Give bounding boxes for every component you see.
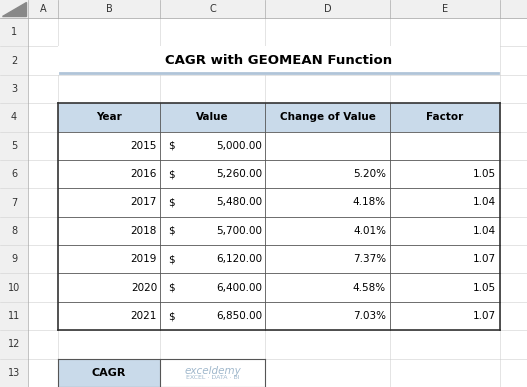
Text: 2018: 2018 <box>131 226 157 236</box>
Text: 2020: 2020 <box>131 283 157 293</box>
Text: Value: Value <box>196 112 229 122</box>
Text: $: $ <box>168 283 174 293</box>
Text: 12: 12 <box>8 339 20 349</box>
Text: exceldemy: exceldemy <box>184 366 241 376</box>
Text: C: C <box>209 4 216 14</box>
Text: 3: 3 <box>11 84 17 94</box>
Text: 6,400.00: 6,400.00 <box>216 283 262 293</box>
Text: 4.58%: 4.58% <box>353 283 386 293</box>
Text: 5,700.00: 5,700.00 <box>216 226 262 236</box>
Text: 13: 13 <box>8 368 20 378</box>
FancyBboxPatch shape <box>58 359 160 387</box>
Text: $: $ <box>168 226 174 236</box>
Text: A: A <box>40 4 46 14</box>
Text: 6,850.00: 6,850.00 <box>216 311 262 321</box>
FancyBboxPatch shape <box>58 245 500 274</box>
FancyBboxPatch shape <box>0 0 28 387</box>
Text: 10: 10 <box>8 283 20 293</box>
Text: 1.04: 1.04 <box>473 197 496 207</box>
Text: 7.03%: 7.03% <box>353 311 386 321</box>
Text: E: E <box>442 4 448 14</box>
Text: D: D <box>324 4 331 14</box>
FancyBboxPatch shape <box>58 160 500 188</box>
Text: 2: 2 <box>11 56 17 65</box>
Text: 11: 11 <box>8 311 20 321</box>
Text: EXCEL · DATA · BI: EXCEL · DATA · BI <box>186 375 239 380</box>
Text: $: $ <box>168 169 174 179</box>
FancyBboxPatch shape <box>58 274 500 302</box>
Text: 9: 9 <box>11 254 17 264</box>
Text: $: $ <box>168 141 174 151</box>
Text: 5.20%: 5.20% <box>353 169 386 179</box>
Text: Factor: Factor <box>426 112 464 122</box>
Text: 1.05: 1.05 <box>473 283 496 293</box>
Text: 4: 4 <box>11 112 17 122</box>
Text: 8: 8 <box>11 226 17 236</box>
FancyBboxPatch shape <box>0 0 527 18</box>
Text: $: $ <box>168 197 174 207</box>
Text: 1.07: 1.07 <box>473 254 496 264</box>
Text: 7.37%: 7.37% <box>353 254 386 264</box>
Text: 1: 1 <box>11 27 17 37</box>
Text: 2021: 2021 <box>131 311 157 321</box>
FancyBboxPatch shape <box>160 359 265 387</box>
Text: 6: 6 <box>11 169 17 179</box>
Text: B: B <box>105 4 112 14</box>
Text: $: $ <box>168 311 174 321</box>
FancyBboxPatch shape <box>58 103 500 132</box>
FancyBboxPatch shape <box>58 217 500 245</box>
Text: CAGR with GEOMEAN Function: CAGR with GEOMEAN Function <box>165 54 393 67</box>
Text: 2017: 2017 <box>131 197 157 207</box>
Text: CAGR: CAGR <box>92 368 126 378</box>
Text: 4.18%: 4.18% <box>353 197 386 207</box>
Text: 1.07: 1.07 <box>473 311 496 321</box>
Text: 5,260.00: 5,260.00 <box>216 169 262 179</box>
FancyBboxPatch shape <box>58 132 500 160</box>
Text: 4.01%: 4.01% <box>353 226 386 236</box>
Text: $: $ <box>168 254 174 264</box>
Text: Change of Value: Change of Value <box>279 112 375 122</box>
Text: Year: Year <box>96 112 122 122</box>
Text: 2015: 2015 <box>131 141 157 151</box>
Text: 1.05: 1.05 <box>473 169 496 179</box>
FancyBboxPatch shape <box>28 0 527 387</box>
FancyBboxPatch shape <box>58 188 500 217</box>
FancyBboxPatch shape <box>58 46 500 75</box>
Text: 6,120.00: 6,120.00 <box>216 254 262 264</box>
Text: 5,000.00: 5,000.00 <box>216 141 262 151</box>
Text: 1.04: 1.04 <box>473 226 496 236</box>
Text: 2019: 2019 <box>131 254 157 264</box>
Text: 5: 5 <box>11 141 17 151</box>
Text: 7: 7 <box>11 197 17 207</box>
Polygon shape <box>2 2 26 16</box>
Text: 5,480.00: 5,480.00 <box>216 197 262 207</box>
Text: 2016: 2016 <box>131 169 157 179</box>
FancyBboxPatch shape <box>58 302 500 330</box>
